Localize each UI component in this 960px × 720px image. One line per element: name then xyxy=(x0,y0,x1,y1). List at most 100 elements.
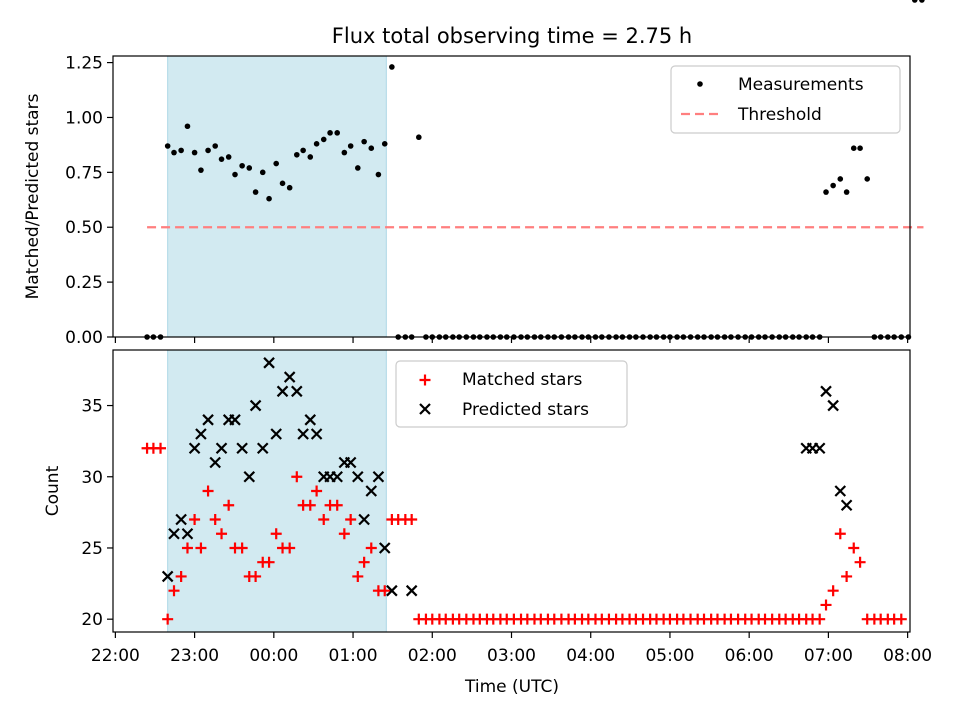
measurement-point xyxy=(381,141,388,147)
x-tick-label: 08:00 xyxy=(883,646,932,666)
predicted-star-point xyxy=(834,485,847,497)
predicted-star-point xyxy=(236,442,248,455)
predicted-star-point xyxy=(378,542,391,554)
predicted-star-point xyxy=(827,399,839,412)
predicted-star-point xyxy=(243,470,256,483)
matched-star-point xyxy=(270,528,282,540)
measurement-point xyxy=(164,143,171,149)
matched-star-point xyxy=(358,556,370,568)
x-tick-label: 04:00 xyxy=(566,646,615,666)
predicted-star-point xyxy=(168,527,180,540)
predicted-star-point xyxy=(283,371,296,383)
measurement-point xyxy=(313,141,320,147)
measurement-point xyxy=(416,134,422,141)
legend-threshold-label: Threshold xyxy=(737,105,822,125)
y-tick-label: 20 xyxy=(81,610,103,630)
legend-matched-label: Matched stars xyxy=(462,370,582,390)
measurement-point xyxy=(218,156,225,162)
predicted-star-point xyxy=(229,414,241,426)
axes-frame xyxy=(112,349,911,633)
measurement-point xyxy=(334,130,341,136)
measurement-point xyxy=(198,167,204,173)
predicted-star-point xyxy=(358,513,370,526)
predicted-star-point xyxy=(209,456,221,469)
legend-matched-marker xyxy=(419,374,431,386)
matched-star-point xyxy=(365,542,377,554)
predicted-star-point xyxy=(202,414,214,426)
y-tick-label: 0.75 xyxy=(65,163,103,183)
matched-star-point xyxy=(195,542,207,554)
measurement-point xyxy=(184,123,191,130)
measurement-point xyxy=(368,145,375,152)
measurement-point xyxy=(911,0,918,3)
matched-star-point xyxy=(250,570,262,582)
legend-box xyxy=(670,65,901,134)
matched-star-point xyxy=(175,570,187,582)
y-tick-label: 0.00 xyxy=(65,328,103,348)
measurement-point xyxy=(178,147,184,154)
measurement-point xyxy=(341,149,348,156)
predicted-star-point xyxy=(195,428,207,440)
observing-interval-shade xyxy=(167,349,387,633)
measurement-point xyxy=(830,182,836,189)
predicted-star-point xyxy=(291,385,303,398)
predicted-star-point xyxy=(813,442,826,455)
measurement-point xyxy=(361,138,367,145)
y-tick-label: 35 xyxy=(81,397,103,417)
matched-star-point xyxy=(189,513,201,525)
predicted-star-point xyxy=(840,499,853,512)
predicted-star-point xyxy=(820,385,832,398)
matched-star-point xyxy=(379,585,391,597)
legend-predicted-marker xyxy=(419,403,431,415)
predicted-star-point xyxy=(263,357,275,369)
matched-star-point xyxy=(311,485,323,497)
measurement-point xyxy=(320,136,327,143)
predicted-star-point xyxy=(181,527,194,540)
x-tick-label: 23:00 xyxy=(170,646,219,666)
measurement-point xyxy=(389,64,395,70)
predicted-star-point xyxy=(344,456,357,469)
y-tick-label: 1.25 xyxy=(65,54,103,74)
measurement-point xyxy=(212,143,218,149)
measurement-point xyxy=(375,171,382,178)
matched-star-point xyxy=(263,556,275,568)
measurement-point xyxy=(919,0,925,3)
matched-star-point xyxy=(209,513,221,525)
y-tick-label: 25 xyxy=(81,539,103,559)
x-tick-label: 22:00 xyxy=(91,646,140,666)
x-tick-label: 06:00 xyxy=(725,646,774,666)
matched-star-point xyxy=(331,499,343,511)
x-tick-label: 02:00 xyxy=(408,646,457,666)
matched-star-point xyxy=(181,542,193,554)
legend: Measurements Threshold xyxy=(670,65,901,134)
matched-star-point xyxy=(236,542,248,554)
matched-star-point xyxy=(168,585,180,597)
matched-star-point xyxy=(834,528,846,540)
legend: Matched stars Predicted stars xyxy=(395,360,628,428)
series-matched-stars xyxy=(142,443,907,625)
matched-star-point xyxy=(284,542,296,554)
predicted-star-point xyxy=(386,584,398,597)
measurement-point xyxy=(286,184,293,191)
y-tick-label: 0.25 xyxy=(65,273,103,293)
measurement-point xyxy=(171,149,177,156)
measurement-point xyxy=(279,180,286,187)
matched-star-point xyxy=(827,585,839,597)
predicted-star-point xyxy=(188,442,201,455)
predicted-star-point xyxy=(365,485,378,497)
legend-box xyxy=(395,360,628,428)
predicted-star-point xyxy=(276,385,289,398)
measurement-point xyxy=(823,189,829,195)
measurement-point xyxy=(266,195,272,202)
matched-star-point xyxy=(291,471,303,483)
measurement-point xyxy=(273,160,280,167)
x-tick-label: 07:00 xyxy=(804,646,853,666)
axes-frame xyxy=(112,55,911,338)
matched-star-point xyxy=(848,542,860,554)
measurement-point xyxy=(294,151,300,158)
measurement-point xyxy=(355,165,361,171)
predicted-star-point xyxy=(310,428,323,440)
measurement-point xyxy=(259,169,266,176)
y-tick-label: 1.00 xyxy=(65,108,103,128)
